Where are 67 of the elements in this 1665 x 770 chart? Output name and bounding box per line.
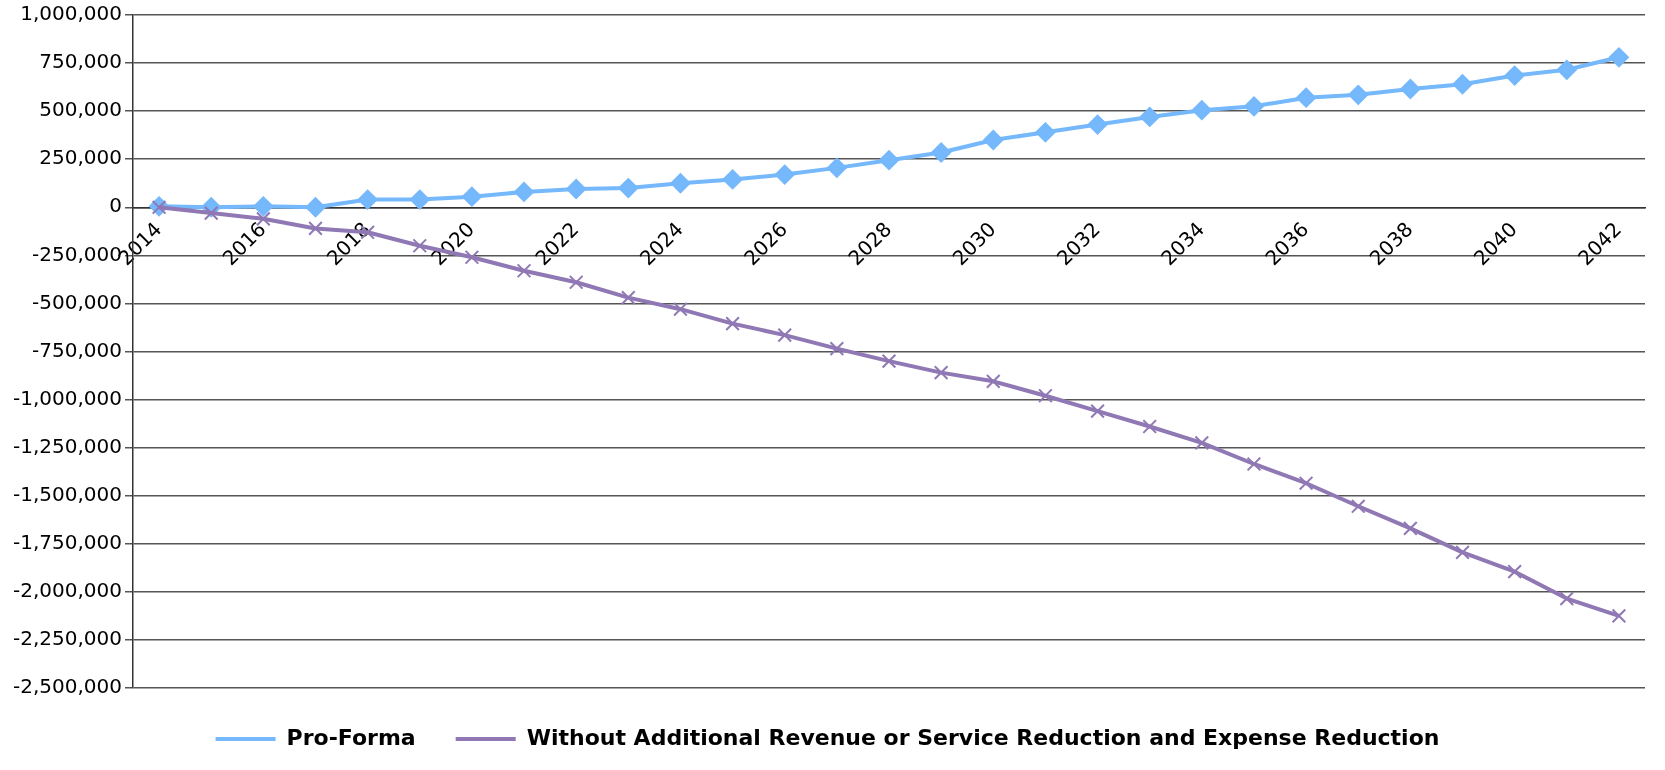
y-tick-label: -1,750,000 bbox=[12, 529, 122, 554]
point bbox=[1559, 591, 1575, 606]
y-tick-label: -1,250,000 bbox=[12, 433, 122, 458]
point bbox=[1455, 545, 1470, 560]
point bbox=[1090, 403, 1105, 419]
point bbox=[1139, 106, 1160, 127]
point bbox=[1556, 59, 1577, 80]
point bbox=[308, 221, 323, 236]
point bbox=[1194, 435, 1210, 451]
y-tick-label: -2,000,000 bbox=[12, 578, 122, 603]
point bbox=[1038, 388, 1053, 404]
point bbox=[670, 173, 691, 194]
point bbox=[1035, 122, 1056, 143]
point bbox=[1243, 96, 1264, 117]
point bbox=[879, 150, 899, 171]
point bbox=[253, 196, 274, 217]
point bbox=[1350, 498, 1366, 514]
point bbox=[1142, 419, 1158, 434]
point bbox=[1191, 100, 1212, 121]
legend-label: Without Additional Revenue or Service Reduction and Expense Reduction bbox=[526, 724, 1440, 750]
y-tick-label: 1,000,000 bbox=[20, 1, 122, 26]
point bbox=[1246, 456, 1262, 472]
point bbox=[985, 373, 1001, 389]
point bbox=[881, 353, 897, 369]
point bbox=[931, 142, 952, 163]
point bbox=[1504, 65, 1525, 86]
point bbox=[1348, 84, 1369, 105]
point bbox=[1400, 79, 1421, 100]
y-tick-label: -1,000,000 bbox=[12, 385, 122, 410]
y-tick-label: 750,000 bbox=[39, 49, 122, 74]
y-tick-label: 0 bbox=[109, 193, 122, 218]
point bbox=[514, 181, 535, 202]
point bbox=[777, 327, 793, 343]
point bbox=[826, 157, 847, 178]
point bbox=[722, 169, 743, 190]
y-tick-label: -1,500,000 bbox=[12, 481, 122, 506]
point bbox=[774, 164, 795, 185]
point bbox=[1298, 475, 1314, 491]
point bbox=[1611, 608, 1627, 624]
point bbox=[618, 178, 639, 199]
point bbox=[568, 274, 584, 290]
point bbox=[1507, 564, 1523, 580]
point bbox=[412, 238, 428, 254]
point bbox=[1608, 47, 1629, 68]
point bbox=[725, 316, 740, 331]
point bbox=[1403, 521, 1418, 536]
point bbox=[566, 179, 587, 200]
point bbox=[1087, 114, 1108, 135]
y-tick-label: -2,250,000 bbox=[12, 626, 122, 651]
point bbox=[620, 290, 636, 306]
point bbox=[1296, 87, 1317, 108]
point bbox=[1452, 74, 1473, 95]
point bbox=[305, 197, 326, 218]
point bbox=[461, 186, 482, 207]
y-tick-label: -2,500,000 bbox=[12, 674, 122, 699]
y-tick-label: -750,000 bbox=[32, 337, 122, 362]
point bbox=[829, 341, 845, 356]
y-tick-label: 250,000 bbox=[39, 145, 122, 170]
point bbox=[983, 129, 1004, 150]
y-tick-label: -500,000 bbox=[32, 289, 122, 314]
point bbox=[516, 263, 532, 279]
legend-label: Pro-Forma bbox=[286, 724, 416, 750]
point bbox=[409, 189, 430, 210]
y-tick-label: 500,000 bbox=[39, 97, 122, 122]
point bbox=[357, 189, 378, 210]
point bbox=[673, 301, 688, 317]
point bbox=[933, 365, 949, 381]
